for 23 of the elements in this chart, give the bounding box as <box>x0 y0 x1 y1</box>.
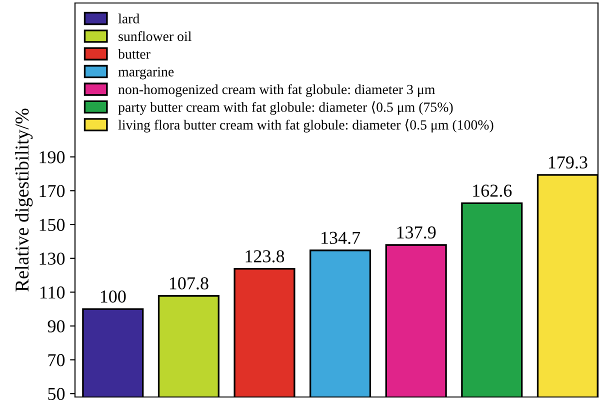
data-label: 100 <box>100 290 126 303</box>
data-label: 107.8 <box>170 277 208 290</box>
y-tick-label: 50 <box>48 388 65 400</box>
legend-label: margarine <box>118 67 174 80</box>
y-axis-title: Relative digestibility/% <box>14 108 33 292</box>
y-tick-label: 190 <box>40 151 65 164</box>
y-tick-label: 170 <box>40 184 65 198</box>
legend-label: sunflower oil <box>118 31 192 42</box>
y-tick-label: 130 <box>40 252 65 265</box>
legend-label: living flora butter cream with fat globule: diameter ⟨0.5 μm (100%) <box>118 118 494 132</box>
legend-label: butter <box>118 49 150 59</box>
y-tick-label: 70 <box>48 354 65 366</box>
y-tick-label: 90 <box>48 320 65 332</box>
data-label: 137.9 <box>397 226 436 239</box>
legend-label: lard <box>118 14 140 24</box>
y-tick-label: 110 <box>40 286 65 299</box>
data-label: 162.6 <box>473 184 512 197</box>
data-label: 179.3 <box>548 156 588 169</box>
legend-label: non-homogenized cream with fat globule: diameter 3 μm <box>118 84 435 98</box>
y-tick-label: 150 <box>40 218 65 231</box>
data-label: 134.7 <box>322 232 360 244</box>
data-label: 123.8 <box>246 250 284 262</box>
legend-label: party butter cream with fat globule: diameter ⟨0.5 μm (75%) <box>118 101 453 115</box>
